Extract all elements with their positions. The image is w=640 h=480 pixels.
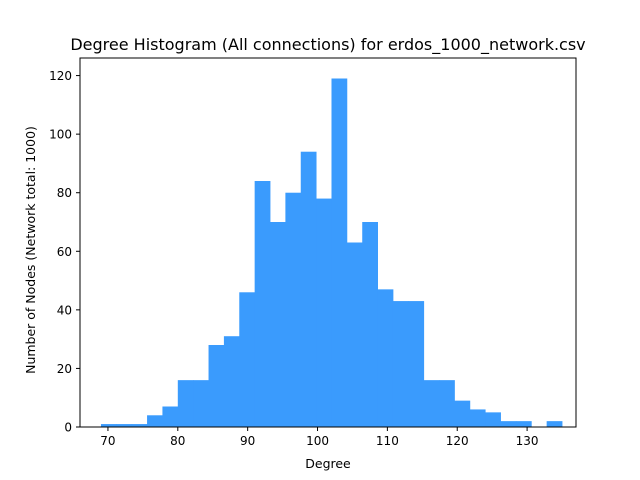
- chart-title: Degree Histogram (All connections) for e…: [70, 35, 585, 55]
- y-tick-label: 80: [57, 186, 72, 200]
- plot-frame: [79, 57, 577, 428]
- histogram-bar: [116, 424, 133, 427]
- x-tick-label: 100: [306, 434, 329, 448]
- bars-group: [100, 78, 563, 427]
- histogram-bar: [331, 78, 348, 427]
- histogram-bar: [223, 336, 240, 427]
- y-tick-label: 100: [49, 128, 72, 142]
- x-tick-label: 130: [516, 434, 539, 448]
- y-tick-label: 60: [57, 245, 72, 259]
- x-axis-label: Degree: [305, 456, 351, 471]
- histogram-bar: [316, 198, 332, 427]
- histogram-bar: [254, 181, 271, 427]
- x-tick-label: 70: [100, 434, 115, 448]
- y-axis-ticks: 0 20 40 60 80 100 120: [49, 69, 80, 435]
- y-tick-label: 20: [57, 362, 72, 376]
- y-axis-label: Number of Nodes (Network total: 1000): [23, 126, 38, 374]
- histogram-bar: [485, 412, 501, 427]
- histogram-bar: [439, 380, 455, 427]
- x-tick-label: 110: [376, 434, 399, 448]
- histogram-bar: [515, 421, 532, 427]
- histogram-bar: [270, 222, 286, 427]
- histogram-bar: [285, 192, 302, 427]
- x-tick-label: 80: [170, 434, 185, 448]
- histogram-bar: [177, 380, 194, 427]
- histogram-bar: [346, 242, 363, 427]
- histogram-bar: [239, 292, 256, 427]
- histogram-bar: [362, 222, 378, 427]
- histogram-bar: [469, 409, 486, 427]
- x-axis-ticks: 70 80 90 100 110 120 130: [100, 427, 539, 448]
- histogram-bar: [500, 421, 517, 427]
- histogram-bar: [423, 380, 440, 427]
- y-tick-label: 40: [57, 303, 72, 317]
- x-tick-label: 120: [446, 434, 469, 448]
- histogram-bar: [162, 406, 179, 427]
- x-tick-label: 90: [240, 434, 255, 448]
- histogram-bar: [208, 345, 225, 427]
- histogram-bar: [300, 151, 317, 427]
- histogram-bar: [131, 424, 148, 427]
- histogram-bar: [193, 380, 209, 427]
- histogram-bar: [377, 289, 394, 427]
- histogram-bar: [147, 415, 163, 427]
- histogram-bar: [546, 421, 563, 427]
- histogram-bar: [100, 424, 117, 427]
- y-tick-label: 0: [64, 421, 72, 435]
- histogram-bar: [392, 301, 409, 427]
- y-tick-label: 120: [49, 69, 72, 83]
- histogram-bar: [408, 301, 425, 427]
- histogram-bar: [454, 400, 471, 427]
